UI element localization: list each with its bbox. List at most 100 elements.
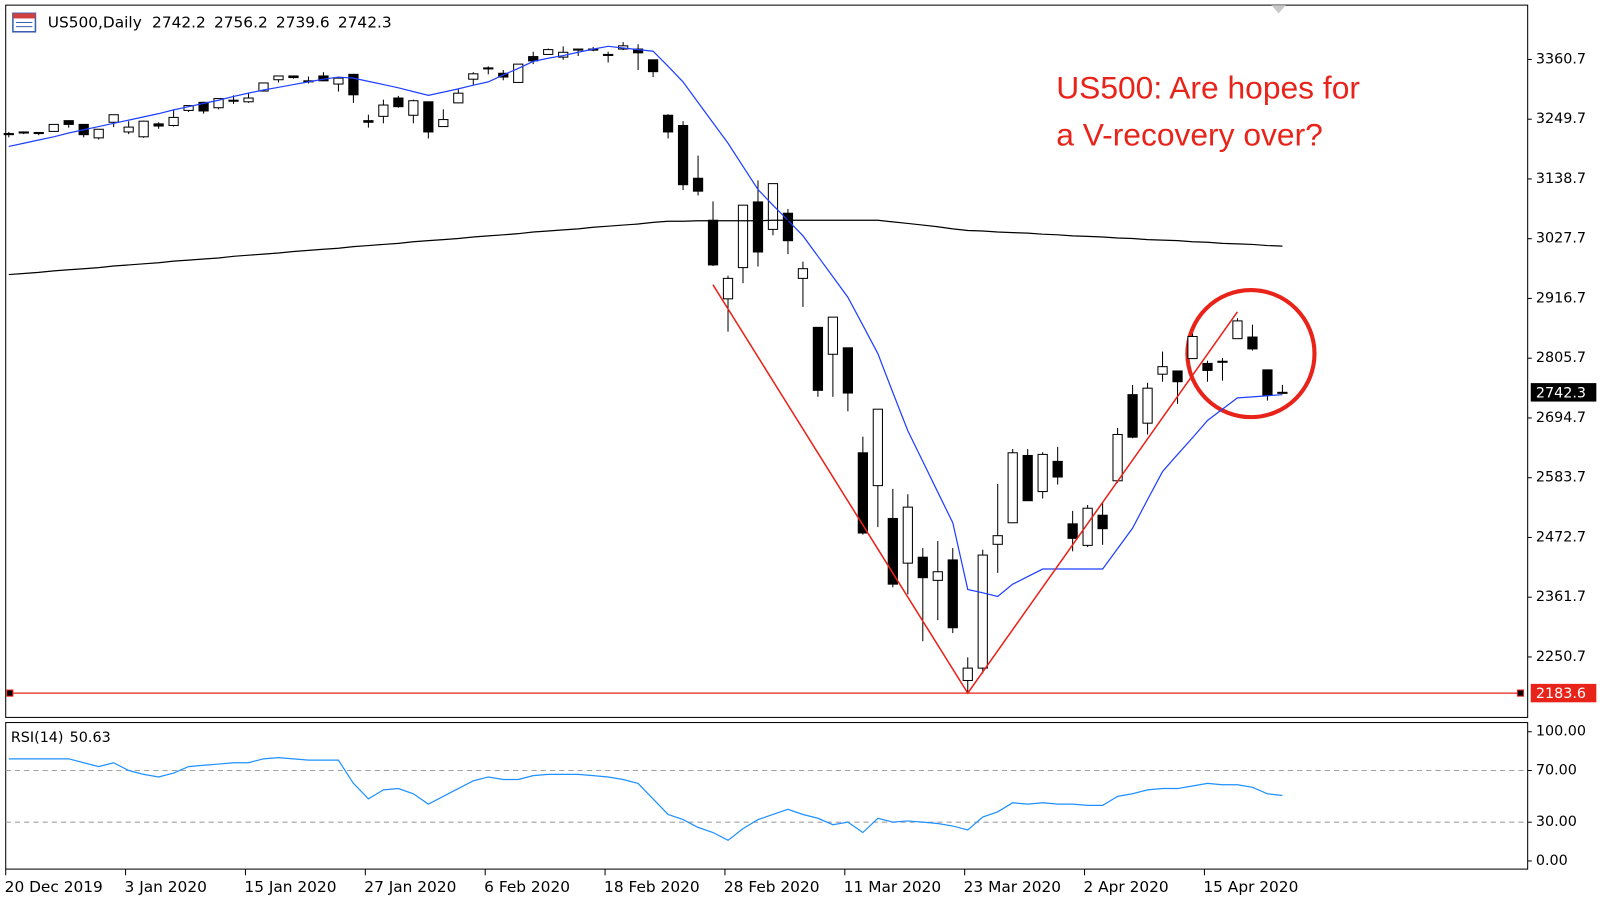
y-tick-label: 2805.7	[1536, 350, 1586, 366]
y-tick-label: 2916.7	[1536, 290, 1586, 306]
header-close: 2742.3	[338, 13, 392, 31]
candle-body	[677, 124, 689, 186]
candle-body	[1232, 320, 1243, 340]
candle-body	[348, 73, 359, 96]
rsi-name: RSI(14)	[11, 730, 64, 746]
candle-body	[423, 101, 434, 133]
candle-body	[153, 123, 164, 127]
y-tick-label: 2250.7	[1536, 649, 1586, 665]
annotation: a V-recovery over?	[1056, 117, 1323, 153]
y-tick-label: 3360.7	[1536, 51, 1586, 67]
y-tick-label: 2583.7	[1536, 470, 1586, 486]
candle-body	[408, 100, 419, 116]
candle-body	[872, 408, 883, 487]
price-panel	[5, 4, 1529, 718]
candle-body	[258, 82, 269, 92]
candle-body	[573, 48, 584, 51]
y-tick-label: 2472.7	[1536, 529, 1586, 545]
annotation: US500: Are hopes for	[1056, 70, 1360, 106]
x-tick-label: 6 Feb 2020	[484, 878, 570, 896]
rsi-header: RSI(14) 50.63	[11, 730, 111, 746]
y-tick-label: 100.00	[1536, 724, 1586, 740]
candle-body	[1142, 387, 1153, 424]
symbol-icon	[12, 12, 37, 33]
candle-body	[962, 667, 973, 682]
candle-body	[1097, 514, 1108, 530]
candle-body	[647, 59, 659, 73]
candle-body	[363, 120, 374, 123]
rsi-line	[8, 756, 1283, 842]
y-tick-label: 3138.7	[1536, 171, 1586, 187]
candle-body	[767, 183, 779, 230]
candle-body	[453, 92, 464, 104]
candle-body	[662, 114, 674, 133]
candle-body	[692, 177, 704, 192]
x-tick-label: 11 Mar 2020	[844, 878, 941, 896]
x-tick-label: 2 Apr 2020	[1084, 878, 1169, 896]
candle-body	[857, 452, 868, 534]
candle-body	[198, 101, 209, 112]
candle-body	[722, 277, 734, 300]
candle-body	[752, 201, 764, 253]
candle-body	[273, 75, 284, 81]
header-high: 2756.2	[214, 13, 268, 31]
candle-body	[603, 53, 614, 56]
x-tick-label: 3 Jan 2020	[125, 878, 207, 896]
candle-body	[3, 133, 14, 136]
moving-average	[8, 45, 1283, 598]
candle-body	[138, 120, 149, 138]
rsi-panel	[5, 722, 1529, 870]
moving-average	[8, 219, 1283, 276]
candle-body	[842, 347, 854, 394]
candle-body	[737, 204, 749, 269]
x-tick-label: 20 Dec 2019	[5, 878, 103, 896]
candle-body	[707, 219, 719, 266]
y-tick-label: 70.00	[1536, 762, 1577, 778]
candle-body	[1187, 335, 1198, 360]
candle-body	[797, 268, 809, 279]
candles	[3, 42, 1288, 694]
candle-body	[33, 131, 44, 135]
candle-body	[1052, 460, 1063, 478]
candle-body	[1007, 452, 1018, 524]
candle-body	[812, 326, 824, 391]
chart-header: US500,Daily 2742.2 2756.2 2739.6 2742.3	[48, 13, 392, 31]
candle-body	[168, 116, 179, 127]
candle-body	[93, 128, 104, 139]
x-tick-label: 15 Jan 2020	[244, 878, 336, 896]
last-price-box	[1530, 383, 1597, 402]
candle-body	[917, 556, 928, 579]
x-tick-label: 15 Apr 2020	[1203, 878, 1298, 896]
support-handle	[1516, 689, 1525, 697]
v-trendline	[712, 284, 1239, 695]
candle-body	[887, 517, 898, 585]
candle-body	[992, 535, 1003, 545]
candle-body	[18, 131, 29, 134]
y-tick-label: 30.00	[1536, 814, 1577, 830]
candle-body	[1022, 454, 1033, 502]
header-low: 2739.6	[276, 13, 330, 31]
y-tick-label: 3249.7	[1536, 111, 1586, 127]
candle-body	[228, 99, 239, 102]
candle-body	[48, 123, 59, 132]
candle-body	[1202, 362, 1213, 371]
candle-body	[1112, 433, 1123, 482]
y-tick-label: 2361.7	[1536, 589, 1586, 605]
candle-body	[288, 75, 299, 79]
candle-body	[947, 559, 958, 629]
support-handle	[6, 689, 14, 697]
y-tick-label: 0.00	[1536, 853, 1568, 869]
support-price-box	[1530, 683, 1597, 703]
x-tick-label: 23 Mar 2020	[964, 878, 1061, 896]
candle-body	[543, 49, 554, 55]
candle-body	[1247, 336, 1258, 350]
candle-body	[468, 73, 479, 80]
candle-body	[333, 77, 344, 85]
candle-body	[438, 119, 449, 128]
candle-body	[902, 506, 913, 564]
candle-body	[513, 63, 524, 83]
y-tick-label: 2694.7	[1536, 410, 1586, 426]
